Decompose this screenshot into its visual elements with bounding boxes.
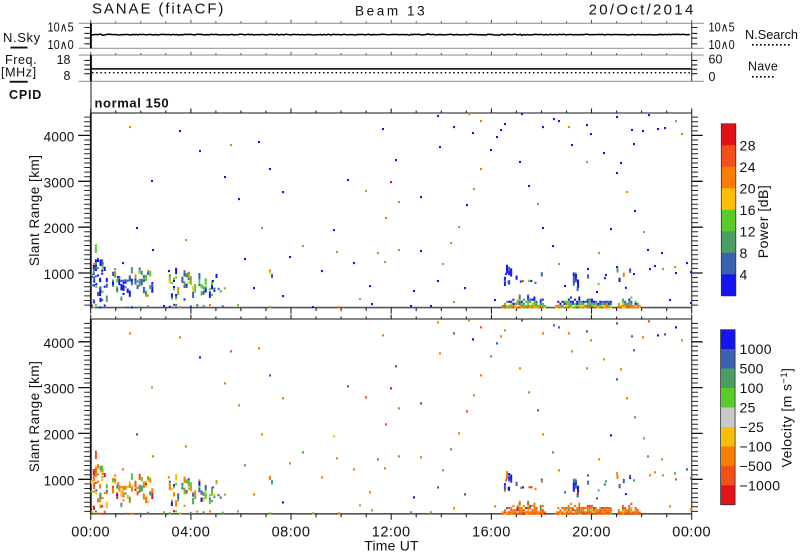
svg-text:Slant Range [km]: Slant Range [km] [27,155,42,267]
svg-text:−25: −25 [740,419,765,435]
svg-text:10∧0: 10∧0 [48,38,74,52]
svg-text:18: 18 [57,53,71,67]
svg-text:20: 20 [740,180,757,196]
svg-text:Power [dB]: Power [dB] [755,185,771,258]
svg-text:−100: −100 [740,438,773,454]
svg-text:−500: −500 [740,458,773,474]
svg-text:1000: 1000 [44,267,75,282]
svg-text:SANAE (fitACF): SANAE (fitACF) [92,1,225,18]
svg-text:00:00: 00:00 [672,525,711,541]
svg-text:8: 8 [740,245,748,261]
svg-text:N.Search: N.Search [745,28,798,42]
svg-text:−1000: −1000 [740,477,781,493]
svg-text:08:00: 08:00 [272,525,311,541]
svg-text:2000: 2000 [44,221,75,236]
svg-text:8: 8 [64,69,71,83]
svg-text:[MHz]: [MHz] [1,66,37,80]
svg-text:12:00: 12:00 [372,525,411,541]
svg-text:10∧5: 10∧5 [709,20,735,34]
svg-text:20/Oct/2014: 20/Oct/2014 [589,1,696,18]
svg-text:normal 150: normal 150 [95,96,170,111]
svg-text:3000: 3000 [44,175,75,190]
svg-text:00:00: 00:00 [71,525,110,541]
svg-text:60: 60 [709,53,723,67]
svg-text:3000: 3000 [44,382,75,397]
svg-text:N.Sky: N.Sky [3,30,41,45]
svg-text:500: 500 [740,361,764,377]
svg-text:CPID: CPID [9,88,42,102]
svg-text:16:00: 16:00 [472,525,511,541]
svg-text:25: 25 [740,400,756,416]
svg-text:20:00: 20:00 [572,525,611,541]
svg-text:1000: 1000 [44,473,75,488]
svg-text:Time UT: Time UT [364,538,419,554]
svg-text:1000: 1000 [740,341,772,357]
svg-text:10∧5: 10∧5 [48,20,74,34]
svg-text:12: 12 [740,223,757,239]
svg-text:04:00: 04:00 [172,525,211,541]
svg-text:4: 4 [740,266,748,282]
svg-text:Velocity [m s−1]: Velocity [m s−1] [779,368,795,468]
svg-text:Slant Range [km]: Slant Range [km] [27,361,42,473]
svg-text:0: 0 [709,70,716,84]
svg-text:Freq.: Freq. [5,53,37,67]
svg-text:100: 100 [740,380,764,396]
svg-text:24: 24 [740,159,757,175]
svg-text:4000: 4000 [44,336,75,351]
svg-text:2000: 2000 [44,428,75,443]
svg-text:28: 28 [740,137,757,153]
svg-text:10∧0: 10∧0 [709,38,735,52]
svg-text:16: 16 [740,202,757,218]
svg-text:4000: 4000 [44,130,75,145]
svg-text:Beam 13: Beam 13 [355,4,427,19]
svg-text:Nave: Nave [748,60,778,74]
